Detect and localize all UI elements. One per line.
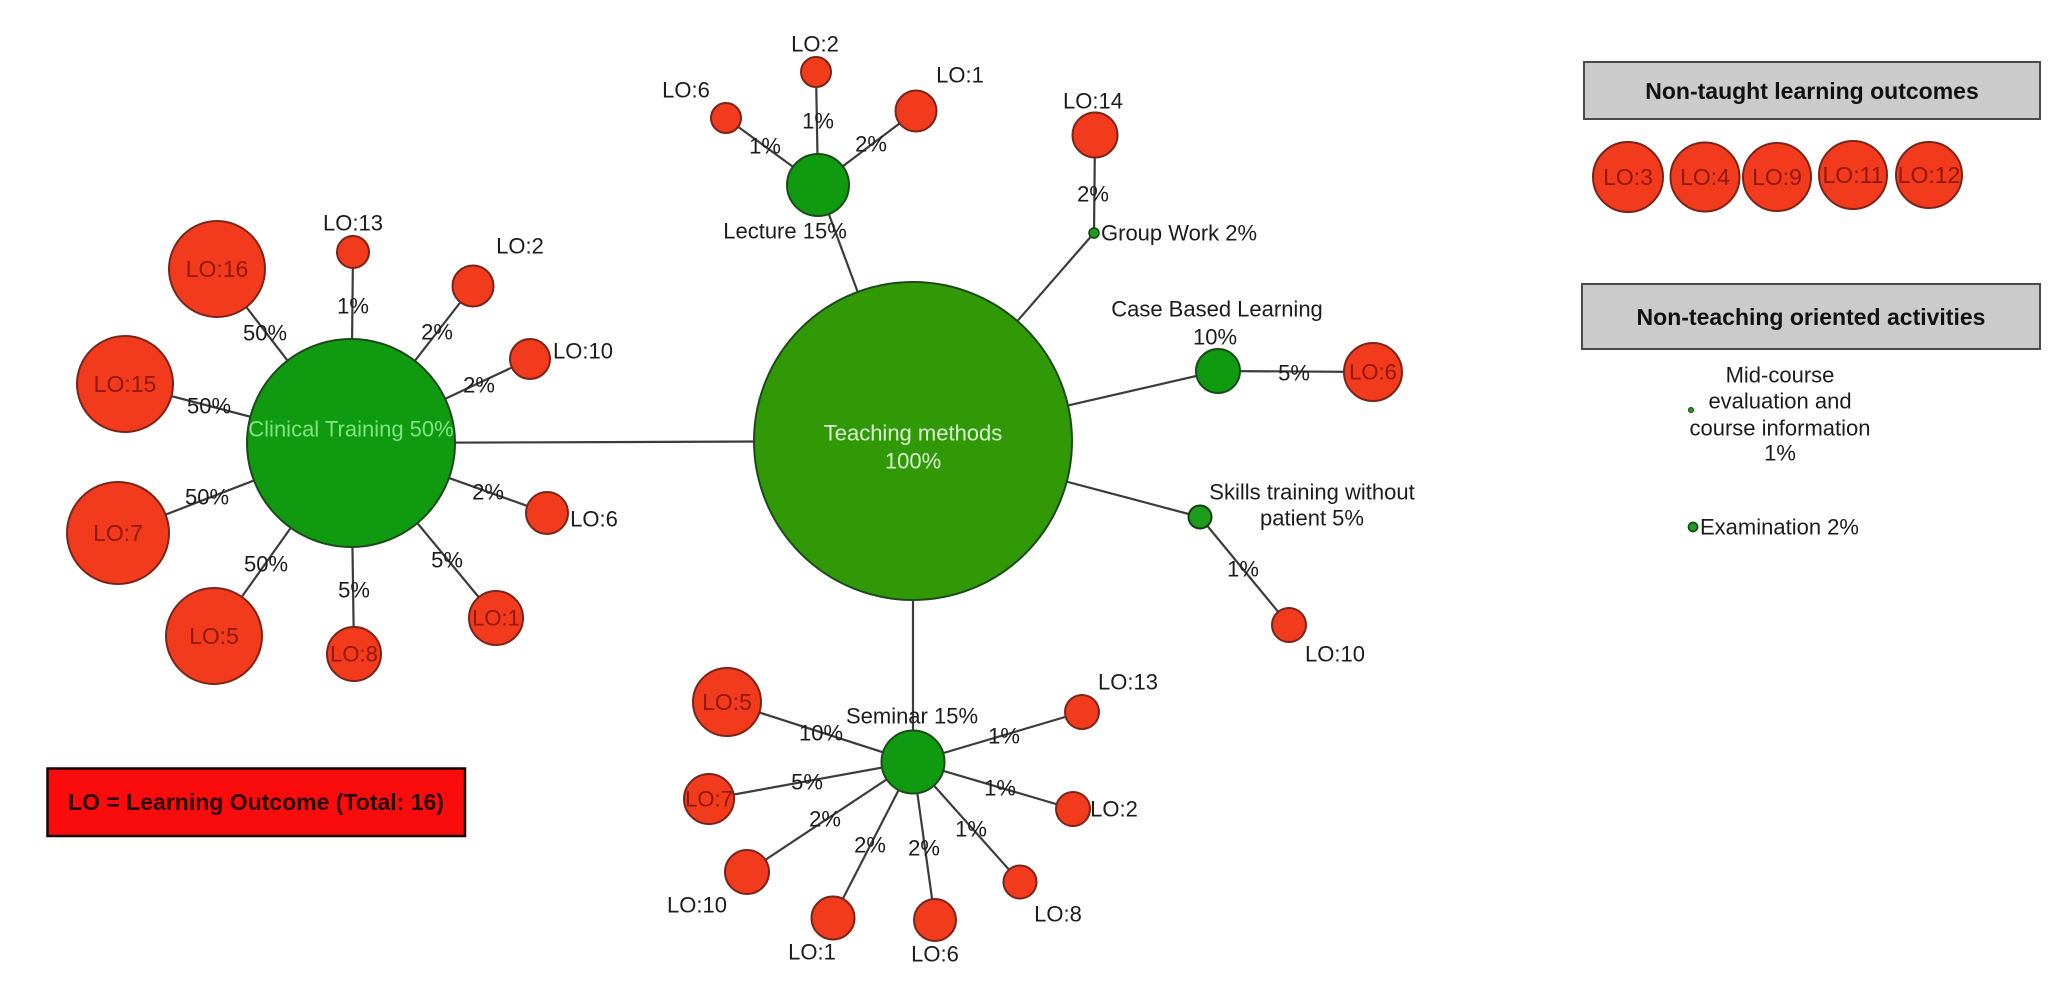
svg-text:Clinical Training 50%: Clinical Training 50%	[248, 417, 453, 442]
svg-text:LO:6: LO:6	[911, 942, 959, 967]
svg-text:LO:8: LO:8	[330, 642, 378, 667]
svg-text:1%: 1%	[337, 294, 369, 319]
svg-text:2%: 2%	[854, 833, 886, 858]
svg-text:LO:9: LO:9	[1752, 164, 1802, 190]
svg-text:LO:4: LO:4	[1680, 164, 1730, 190]
svg-text:2%: 2%	[855, 132, 887, 157]
svg-text:Case Based Learning: Case Based Learning	[1111, 297, 1323, 322]
svg-text:50%: 50%	[243, 321, 287, 346]
svg-text:LO:10: LO:10	[553, 339, 613, 364]
svg-text:2%: 2%	[1077, 182, 1109, 207]
svg-text:2%: 2%	[463, 373, 495, 398]
svg-text:LO:1: LO:1	[936, 63, 984, 88]
svg-text:Group Work 2%: Group Work 2%	[1101, 221, 1257, 246]
svg-text:LO:7: LO:7	[685, 787, 733, 812]
svg-text:1%: 1%	[1764, 441, 1796, 466]
svg-text:LO:1: LO:1	[788, 940, 836, 965]
svg-text:Non-teaching oriented activiti: Non-teaching oriented activities	[1637, 304, 1986, 330]
svg-text:LO = Learning Outcome (Total:: LO = Learning Outcome (Total: 16)	[68, 789, 444, 815]
svg-text:LO:12: LO:12	[1898, 162, 1961, 188]
svg-text:LO:14: LO:14	[1063, 89, 1123, 114]
svg-text:LO:1: LO:1	[472, 606, 520, 631]
svg-text:1%: 1%	[984, 776, 1016, 801]
svg-text:LO:2: LO:2	[791, 32, 839, 57]
svg-text:1%: 1%	[802, 109, 834, 134]
svg-text:10%: 10%	[799, 721, 843, 746]
svg-text:100%: 100%	[885, 449, 941, 474]
svg-text:LO:3: LO:3	[1603, 164, 1653, 190]
svg-text:1%: 1%	[1227, 557, 1259, 582]
svg-text:50%: 50%	[244, 552, 288, 577]
svg-text:Teaching methods: Teaching methods	[824, 421, 1003, 446]
svg-text:Mid-course: Mid-course	[1726, 363, 1835, 388]
svg-text:50%: 50%	[185, 485, 229, 510]
svg-text:LO:2: LO:2	[1090, 797, 1138, 822]
svg-text:1%: 1%	[988, 724, 1020, 749]
svg-text:LO:16: LO:16	[186, 256, 249, 282]
svg-text:2%: 2%	[472, 480, 504, 505]
svg-text:LO:6: LO:6	[662, 78, 710, 103]
svg-text:LO:10: LO:10	[667, 893, 727, 918]
svg-text:5%: 5%	[791, 770, 823, 795]
svg-text:patient 5%: patient 5%	[1260, 506, 1364, 531]
svg-text:50%: 50%	[187, 394, 231, 419]
svg-text:10%: 10%	[1193, 325, 1237, 350]
svg-text:evaluation and: evaluation and	[1708, 389, 1851, 414]
svg-text:LO:13: LO:13	[1098, 670, 1158, 695]
svg-text:course information: course information	[1690, 416, 1871, 441]
svg-text:LO:6: LO:6	[570, 507, 618, 532]
svg-text:2%: 2%	[809, 807, 841, 832]
svg-text:LO:2: LO:2	[496, 234, 544, 259]
svg-text:LO:13: LO:13	[323, 211, 383, 236]
svg-text:5%: 5%	[431, 548, 463, 573]
svg-text:LO:7: LO:7	[93, 520, 143, 546]
svg-text:LO:15: LO:15	[94, 371, 157, 397]
svg-text:Skills training without: Skills training without	[1209, 480, 1414, 505]
svg-text:5%: 5%	[1278, 361, 1310, 386]
svg-text:1%: 1%	[955, 817, 987, 842]
svg-text:Seminar 15%: Seminar 15%	[846, 704, 978, 729]
svg-text:LO:8: LO:8	[1034, 902, 1082, 927]
svg-text:LO:5: LO:5	[189, 623, 239, 649]
svg-text:LO:6: LO:6	[1349, 360, 1397, 385]
svg-text:1%: 1%	[749, 134, 781, 159]
svg-text:2%: 2%	[421, 320, 453, 345]
svg-text:Non-taught learning outcomes: Non-taught learning outcomes	[1645, 78, 1979, 104]
svg-text:LO:11: LO:11	[1823, 162, 1884, 188]
svg-text:LO:5: LO:5	[702, 689, 752, 715]
svg-text:Lecture 15%: Lecture 15%	[723, 219, 847, 244]
svg-text:5%: 5%	[338, 578, 370, 603]
svg-text:2%: 2%	[908, 836, 940, 861]
svg-text:LO:10: LO:10	[1305, 642, 1365, 667]
svg-text:Examination 2%: Examination 2%	[1700, 515, 1859, 540]
